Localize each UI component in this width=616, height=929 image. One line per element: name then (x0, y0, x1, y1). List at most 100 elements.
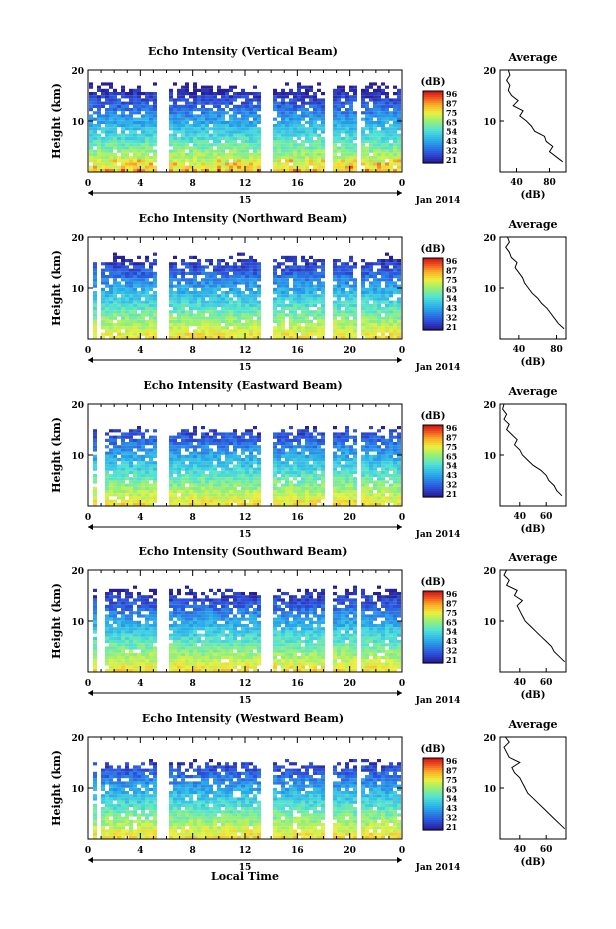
heatmap-cell (89, 136, 93, 140)
heatmap-cell (125, 467, 129, 471)
heatmap-cell (385, 165, 389, 169)
heatmap-cell (373, 502, 377, 506)
heatmap-cell (365, 297, 369, 301)
heatmap-cell (309, 323, 313, 327)
heatmap-cell (101, 275, 105, 279)
heatmap-cell (229, 300, 233, 304)
heatmap-cell (333, 146, 337, 150)
heatmap-cell (197, 483, 201, 487)
heatmap-cell (285, 313, 289, 317)
heatmap-cell (317, 477, 321, 481)
heatmap-cell (377, 300, 381, 304)
heatmap-cell (221, 332, 225, 336)
heatmap-cell (137, 146, 141, 150)
heatmap-cell (213, 480, 217, 484)
heatmap-cell (253, 143, 257, 147)
heatmap-cell (369, 326, 373, 330)
heatmap-cell (393, 104, 397, 108)
heatmap-cell (145, 490, 149, 494)
colorbar-tick-label: 75 (446, 108, 457, 118)
heatmap-cell (377, 461, 381, 465)
heatmap-cell (373, 442, 377, 446)
heatmap-cell (365, 323, 369, 327)
heatmap-cell (117, 307, 121, 311)
heatmap-cell (89, 82, 93, 86)
heatmap-cell (381, 323, 385, 327)
heatmap-cell (181, 323, 185, 327)
profile-x-axis-label: (dB) (521, 524, 546, 535)
heatmap-cell (129, 133, 133, 137)
heatmap-cell (301, 104, 305, 108)
heatmap-cell (209, 291, 213, 295)
heatmap-cell (97, 149, 101, 153)
heatmap-cell (189, 467, 193, 471)
heatmap-cell (149, 92, 153, 96)
heatmap-cell (193, 448, 197, 452)
heatmap-cell (257, 95, 261, 99)
heatmap-cell (277, 136, 281, 140)
heatmap-cell (205, 435, 209, 439)
heatmap-cell (145, 168, 149, 172)
heatmap-cell (177, 146, 181, 150)
heatmap-cell (121, 294, 125, 298)
heatmap-cell (277, 114, 281, 118)
heatmap-cell (281, 326, 285, 330)
heatmap-cell (141, 432, 145, 436)
heatmap-cell (221, 101, 225, 105)
heatmap-cell (205, 483, 209, 487)
heatmap-cell (117, 474, 121, 478)
heatmap-cell (369, 168, 373, 172)
heatmap-cell (317, 104, 321, 108)
heatmap-cell (273, 127, 277, 131)
heatmap-cell (249, 294, 253, 298)
heatmap-cell (317, 486, 321, 490)
heatmap-cell (321, 114, 325, 118)
heatmap-cell (281, 95, 285, 99)
heatmap-cell (277, 281, 281, 285)
heatmap-cell (245, 486, 249, 490)
heatmap-cell (177, 149, 181, 153)
heatmap-cell (89, 130, 93, 134)
y-axis-label: Height (km) (50, 83, 63, 159)
heatmap-cell (229, 313, 233, 317)
heatmap-cell (101, 287, 105, 291)
heatmap-cell (217, 111, 221, 115)
heatmap-cell (197, 303, 201, 307)
heatmap-cell (313, 451, 317, 455)
heatmap-cell (389, 319, 393, 323)
heatmap-cell (309, 313, 313, 317)
heatmap-cell (349, 294, 353, 298)
heatmap-cell (373, 303, 377, 307)
heatmap-cell (229, 297, 233, 301)
heatmap-cell (381, 262, 385, 266)
heatmap-cell (309, 127, 313, 131)
heatmap-cell (285, 168, 289, 172)
heatmap-cell (333, 303, 337, 307)
heatmap-cell (173, 127, 177, 131)
heatmap-cell (93, 156, 97, 160)
heatmap-cell (177, 432, 181, 436)
heatmap-cell (145, 101, 149, 105)
heatmap-cell (201, 502, 205, 506)
heatmap-cell (89, 143, 93, 147)
heatmap-cell (229, 108, 233, 112)
heatmap-cell (249, 467, 253, 471)
heatmap-cell (181, 496, 185, 500)
heatmap-cell (101, 104, 105, 108)
heatmap-cell (277, 477, 281, 481)
heatmap-cell (377, 323, 381, 327)
heatmap-cell (221, 442, 225, 446)
heatmap-cell (197, 294, 201, 298)
heatmap-cell (201, 451, 205, 455)
heatmap-cell (361, 496, 365, 500)
heatmap-cell (97, 165, 101, 169)
heatmap-cell (221, 499, 225, 503)
heatmap-cell (205, 114, 209, 118)
heatmap-cell (285, 307, 289, 311)
heatmap-cell (281, 291, 285, 295)
heatmap-cell (273, 162, 277, 166)
heatmap-cell (305, 136, 309, 140)
heatmap-cell (397, 136, 401, 140)
heatmap-cell (241, 323, 245, 327)
heatmap-cell (309, 326, 313, 330)
